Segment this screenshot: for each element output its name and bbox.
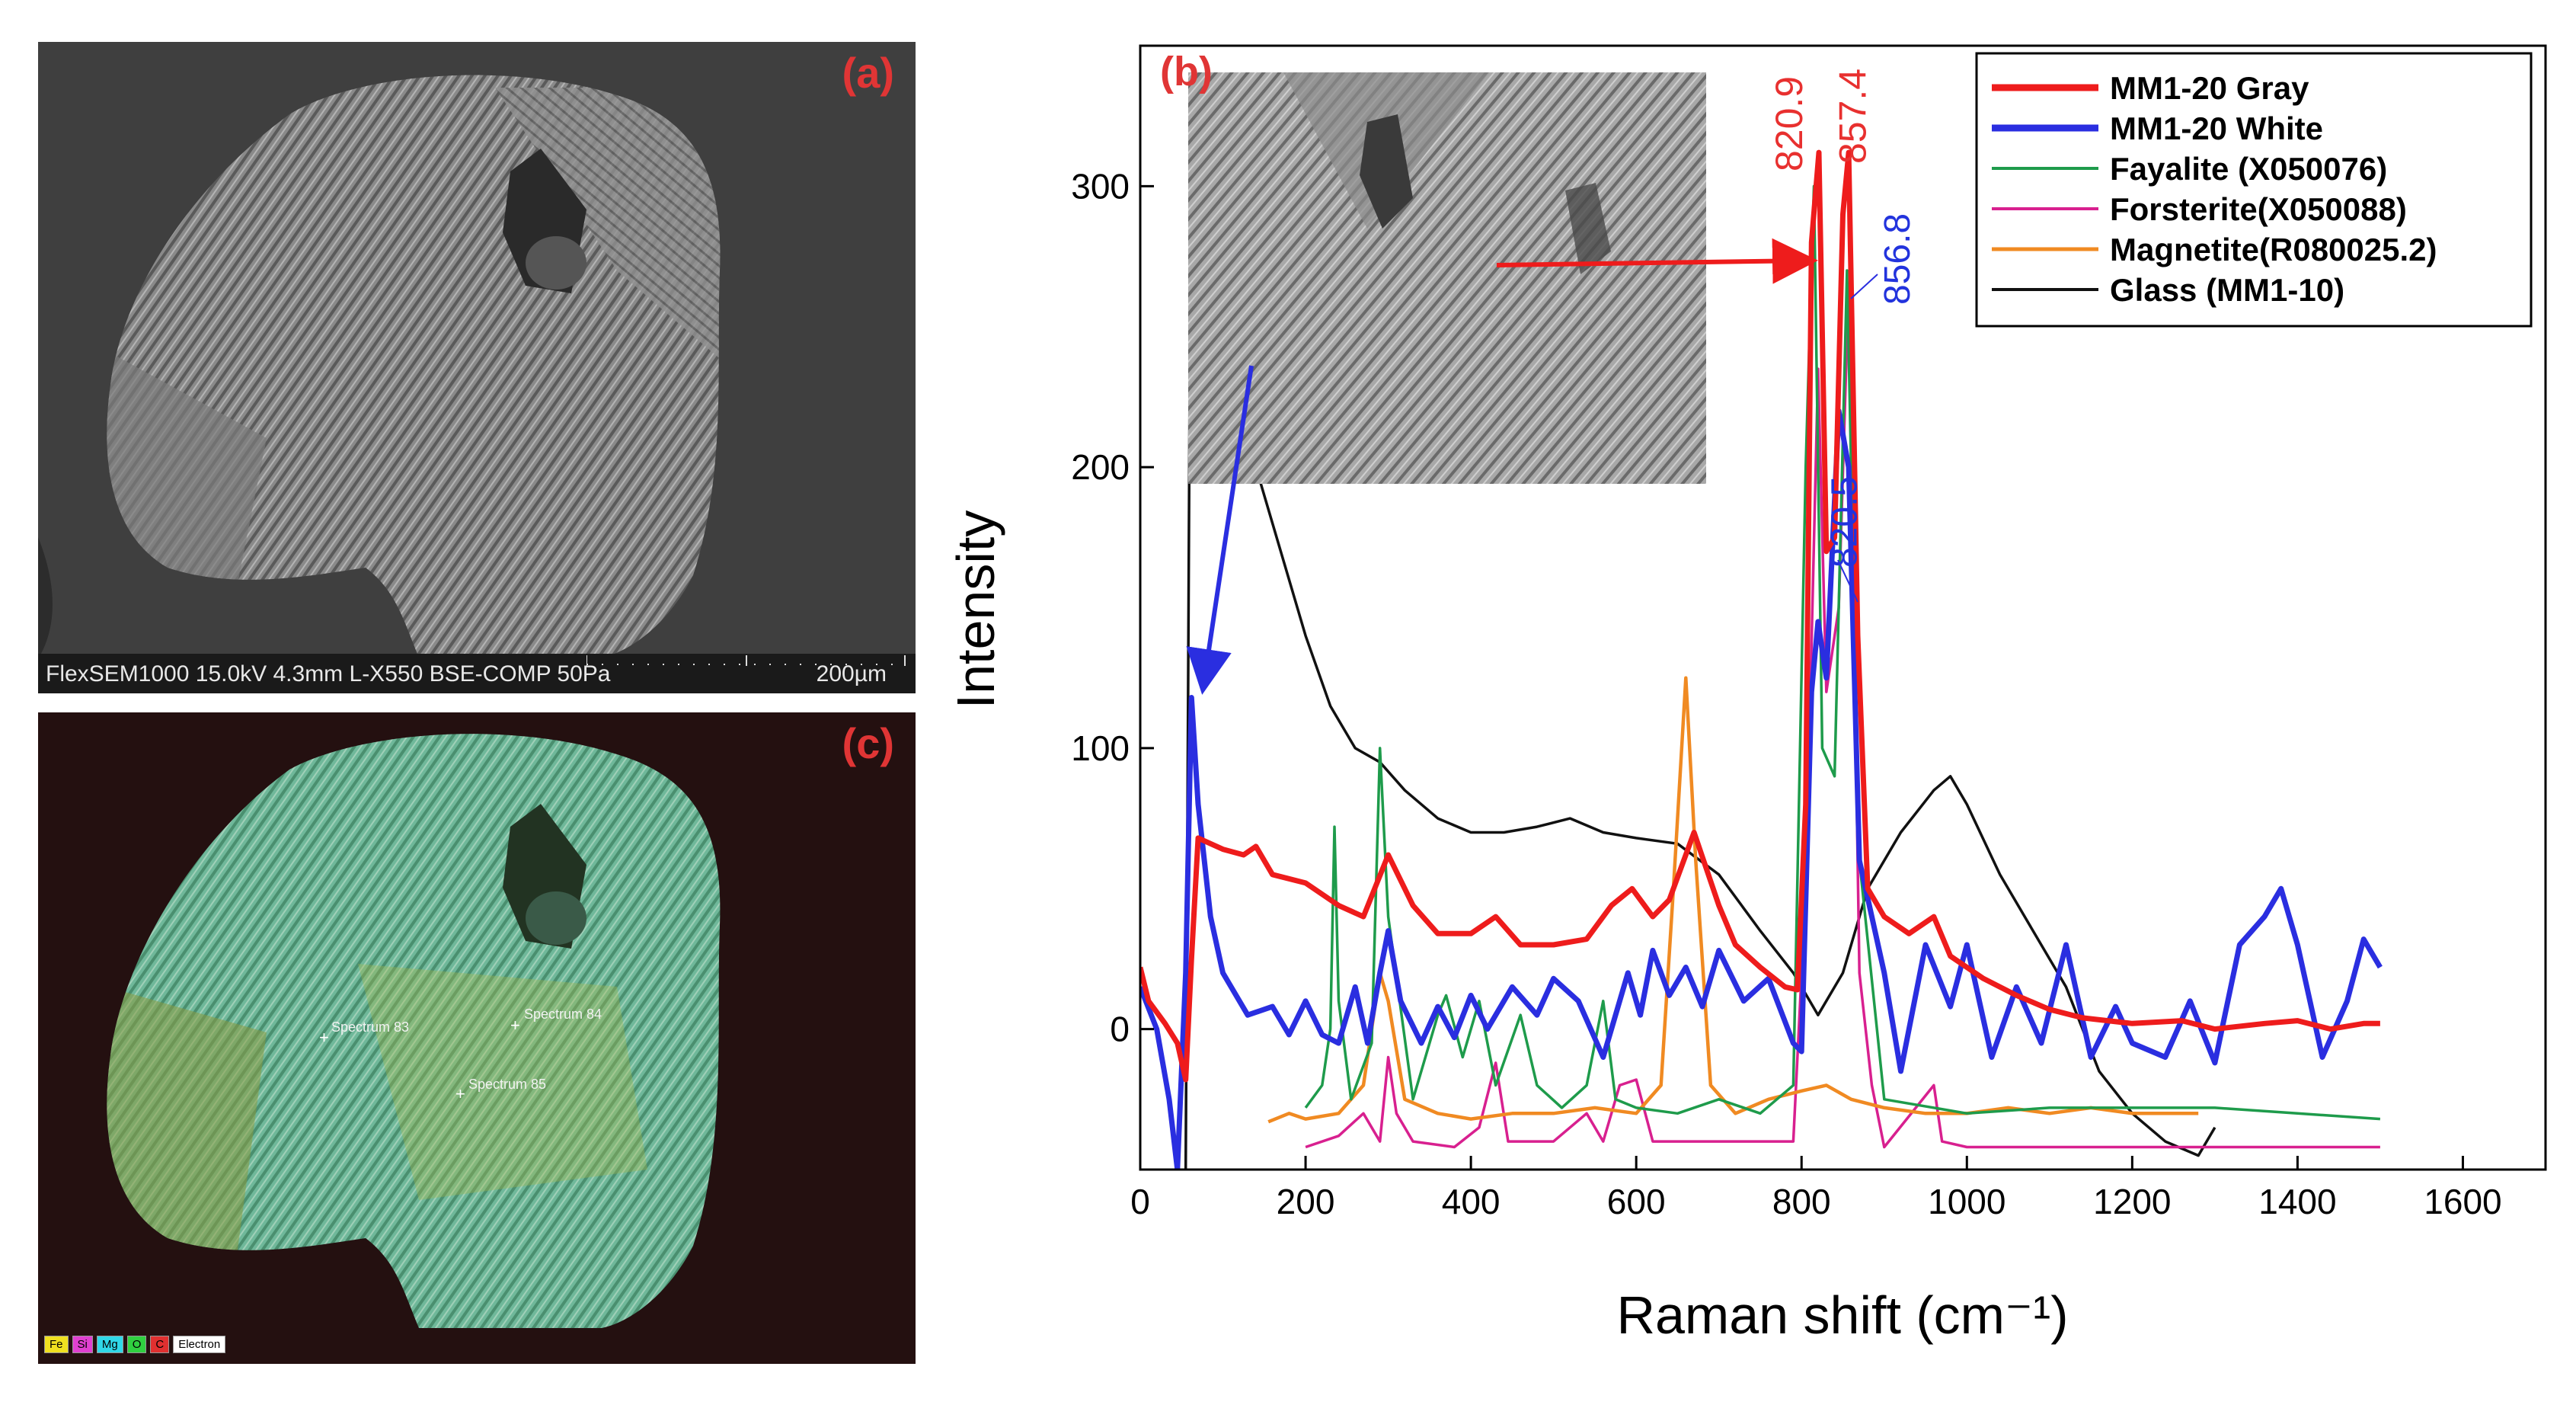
peak-annotations: 820.9 857.4 856.8 820.5	[1768, 69, 1918, 568]
inset-to-gray-peak-arrow	[1496, 238, 1818, 284]
y-tick-label-1: 100	[1071, 728, 1130, 768]
y-tick-label-3: 300	[1071, 166, 1130, 206]
series-line-5	[1184, 101, 2216, 1170]
sem-image-panel-a: (a) FlexSEM1000 15.0kV 4.3mm L-X550 BSE-…	[38, 42, 916, 693]
x-tick-label-7: 1400	[2258, 1182, 2336, 1221]
axis-ticks: 0 200 400 600 800 1000 1200 1400 1600 0 100 200 300	[1071, 166, 2501, 1221]
chart-legend: MM1-20 Gray MM1-20 White Fayalite (X050076…	[1975, 52, 2533, 328]
legend-label-3: Forsterite(X050088)	[2110, 191, 2407, 227]
scale-bar-ticks	[586, 655, 906, 666]
x-tick-label-6: 1200	[2093, 1182, 2171, 1221]
series-line-0	[1140, 149, 2380, 1083]
element-color-legend: Fe Si Mg O C Electron	[44, 1336, 226, 1353]
x-tick-label-4: 800	[1772, 1182, 1831, 1221]
series-line-3	[1305, 283, 2380, 1149]
panel-c-label: (c)	[842, 719, 894, 767]
peak-annotation-2: 856.8	[1878, 213, 1918, 305]
legend-chip-o: O	[126, 1336, 147, 1353]
eds-element-map	[38, 712, 916, 1364]
sem-scale-label: 200µm	[816, 661, 887, 686]
peak-annotation-3: 820.5	[1824, 476, 1865, 568]
legend-label-2: Fayalite (X050076)	[2110, 151, 2387, 187]
x-tick-label-0: 0	[1130, 1182, 1150, 1221]
x-tick-label-2: 400	[1442, 1182, 1501, 1221]
sem-info-bar: FlexSEM1000 15.0kV 4.3mm L-X550 BSE-COMP…	[38, 654, 916, 693]
spectrum-84-marker: +	[510, 1016, 520, 1035]
series-line-2	[1304, 184, 2381, 1121]
y-axis-label: Intensity	[946, 510, 1005, 709]
x-tick-label-3: 600	[1607, 1182, 1666, 1221]
plot-frame	[1139, 44, 2547, 1171]
series-line-4	[1267, 676, 2199, 1124]
inset-to-white-peak-arrow	[1186, 365, 1254, 695]
y-tick-label-0: 0	[1110, 1010, 1130, 1049]
legend-label-5: Glass (MM1-10)	[2110, 272, 2344, 308]
legend-items: MM1-20 Gray MM1-20 White Fayalite (X050076…	[1992, 70, 2437, 308]
legend-chip-si: Si	[72, 1336, 93, 1353]
spectrum-84-label: Spectrum 84	[524, 1007, 602, 1022]
legend-label-0: MM1-20 Gray	[2110, 70, 2309, 106]
sem-acquisition-info: FlexSEM1000 15.0kV 4.3mm L-X550 BSE-COMP…	[46, 661, 611, 686]
x-axis-label: Raman shift (cm⁻¹)	[1616, 1285, 2068, 1345]
peak-annotation-1: 857.4	[1832, 69, 1874, 164]
spectrum-83-marker: +	[319, 1028, 329, 1047]
annotation-leader-820	[1837, 559, 1858, 603]
legend-chip-c: C	[150, 1336, 170, 1353]
legend-box	[1975, 52, 2533, 328]
x-tick-label-8: 1600	[2424, 1182, 2501, 1221]
plot-series-group	[1140, 101, 2383, 1170]
peak-annotation-0: 820.9	[1768, 76, 1811, 171]
y-tick-label-2: 200	[1071, 447, 1130, 487]
spectrum-85-marker: +	[455, 1084, 465, 1103]
x-tick-label-5: 1000	[1928, 1182, 2006, 1221]
spectrum-85-label: Spectrum 85	[468, 1077, 547, 1092]
annotation-leader-856	[1850, 274, 1878, 299]
x-tick-label-1: 200	[1277, 1182, 1335, 1221]
legend-chip-fe: Fe	[44, 1336, 69, 1353]
inset-micrograph	[1188, 72, 1706, 484]
sem-particle-image	[38, 42, 916, 693]
panel-b-label: (b)	[1160, 49, 1213, 94]
panel-a-label: (a)	[842, 49, 894, 97]
legend-label-1: MM1-20 White	[2110, 110, 2323, 146]
legend-label-4: Magnetite(R080025.2)	[2110, 232, 2437, 267]
eds-map-panel-c: (c) + Spectrum 83 + Spectrum 84 + Spectr…	[38, 712, 916, 1364]
legend-chip-mg: Mg	[96, 1336, 123, 1353]
spectrum-83-label: Spectrum 83	[331, 1019, 410, 1035]
legend-chip-electron: Electron	[173, 1336, 226, 1353]
